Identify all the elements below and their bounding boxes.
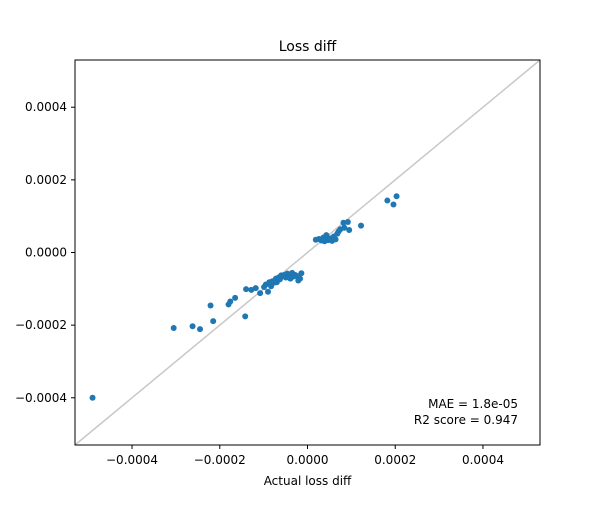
data-point	[210, 318, 217, 325]
data-point	[358, 222, 365, 229]
data-point	[89, 394, 96, 401]
data-point	[232, 294, 239, 301]
data-point	[207, 302, 214, 309]
data-point	[323, 232, 330, 239]
data-point	[242, 313, 249, 320]
mae-annotation: MAE = 1.8e-05	[428, 397, 518, 411]
data-point	[341, 224, 348, 231]
y-tick-label: −0.0004	[15, 391, 67, 405]
y-tick-label: 0.0004	[25, 100, 67, 114]
data-point	[257, 290, 264, 297]
data-point	[265, 288, 272, 295]
data-point	[346, 226, 353, 233]
data-point	[384, 197, 391, 204]
data-point	[243, 286, 250, 293]
x-axis-ticks: −0.0004 −0.0002 0.0000 0.0002 0.0004	[106, 445, 504, 467]
y-tick-label: 0.0002	[25, 173, 67, 187]
data-point	[252, 285, 259, 292]
x-axis-label: Actual loss diff	[264, 474, 352, 488]
data-point	[390, 201, 397, 208]
r2-score-annotation: R2 score = 0.947	[414, 413, 518, 427]
data-point	[298, 270, 305, 277]
data-point	[170, 325, 177, 332]
data-point	[297, 275, 304, 282]
data-point	[344, 218, 351, 225]
x-tick-label: −0.0004	[106, 453, 158, 467]
reference-line-layer	[74, 59, 541, 446]
data-point	[393, 193, 400, 200]
y-tick-label: 0.0000	[25, 246, 67, 260]
y-tick-label: −0.0002	[15, 318, 67, 332]
x-tick-label: 0.0000	[287, 453, 329, 467]
y-axis-ticks: −0.0004 −0.0002 0.0000 0.0002 0.0004	[15, 100, 75, 405]
data-point	[189, 323, 196, 330]
data-point	[227, 298, 234, 305]
identity-reference-line	[74, 59, 541, 446]
chart-title: Loss diff	[279, 39, 337, 55]
data-point	[197, 326, 204, 333]
data-points-layer	[89, 193, 400, 401]
x-tick-label: 0.0002	[374, 453, 416, 467]
data-point	[332, 236, 339, 243]
x-tick-label: 0.0004	[462, 453, 504, 467]
x-tick-label: −0.0002	[194, 453, 246, 467]
